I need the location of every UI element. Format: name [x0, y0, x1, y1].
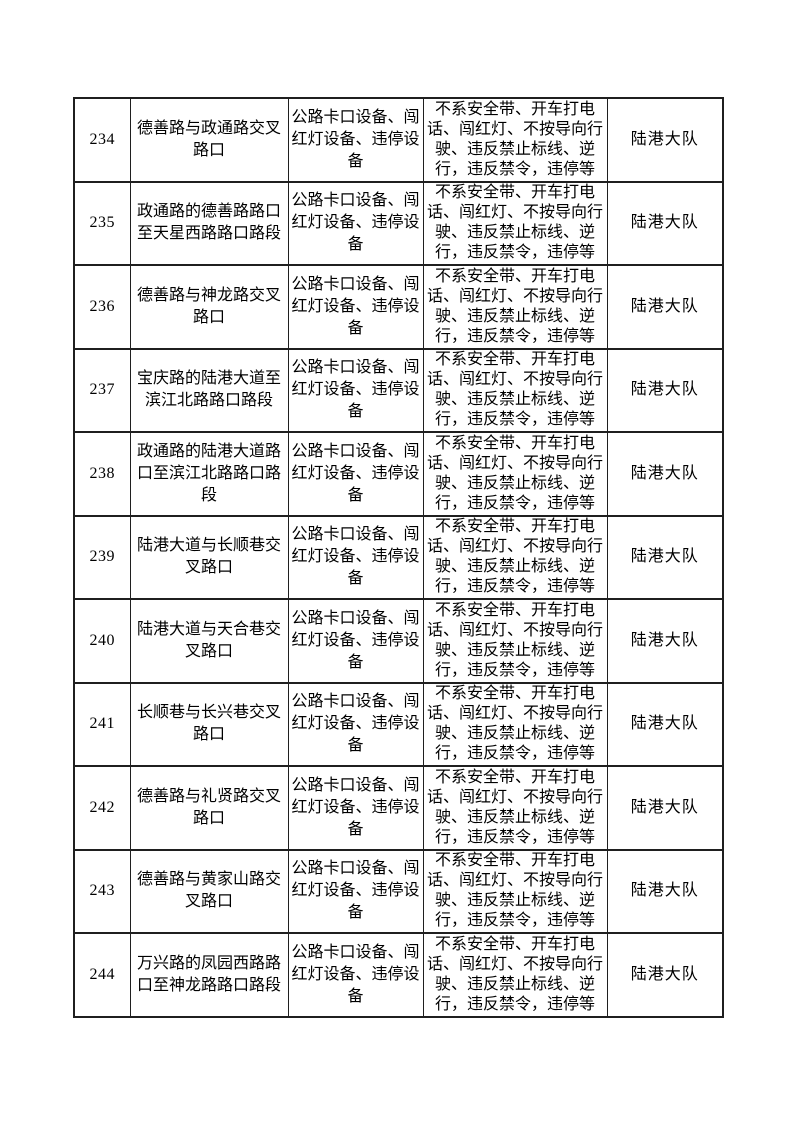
cell-location: 政通路的德善路路口至天星西路路口路段 — [129, 180, 289, 266]
cell-location: 长顺巷与长兴巷交叉路口 — [129, 681, 289, 767]
cell-location: 德善路与政通路交叉路口 — [129, 97, 289, 183]
cell-unit: 陆港大队 — [606, 681, 724, 767]
cell-equipment: 公路卡口设备、闯红灯设备、违停设备 — [287, 932, 424, 1018]
cell-unit: 陆港大队 — [606, 932, 724, 1018]
cell-violations: 不系安全带、开车打电话、闯红灯、不按导向行驶、违反禁止标线、逆行，违反禁令，违停… — [422, 932, 608, 1018]
table-row: 240 陆港大道与天合巷交叉路口 公路卡口设备、闯红灯设备、违停设备 不系安全带、开车… — [73, 598, 724, 684]
cell-violations: 不系安全带、开车打电话、闯红灯、不按导向行驶、违反禁止标线、逆行，违反禁令，违停… — [422, 848, 608, 934]
cell-location: 陆港大道与天合巷交叉路口 — [129, 598, 289, 684]
cell-location: 陆港大道与长顺巷交叉路口 — [129, 514, 289, 600]
table-body: 234 德善路与政通路交叉路口 公路卡口设备、闯红灯设备、违停设备 不系安全带、开车打… — [73, 97, 724, 1018]
cell-violations: 不系安全带、开车打电话、闯红灯、不按导向行驶、违反禁止标线、逆行，违反禁令，违停… — [422, 431, 608, 517]
cell-unit: 陆港大队 — [606, 598, 724, 684]
cell-equipment: 公路卡口设备、闯红灯设备、违停设备 — [287, 264, 424, 350]
table-row: 238 政通路的陆港大道路口至滨江北路路口路段 公路卡口设备、闯红灯设备、违停设备不… — [73, 431, 724, 517]
cell-equipment: 公路卡口设备、闯红灯设备、违停设备 — [287, 431, 424, 517]
cell-location: 政通路的陆港大道路口至滨江北路路口路段 — [129, 431, 289, 517]
cell-seq: 241 — [73, 681, 131, 767]
table-row: 243 德善路与黄家山路交叉路口 公路卡口设备、闯红灯设备、违停设备 不系安全带、开车… — [73, 848, 724, 934]
table-row: 241 长顺巷与长兴巷交叉路口 公路卡口设备、闯红灯设备、违停设备 不系安全带、开车打… — [73, 681, 724, 767]
cell-seq: 242 — [73, 765, 131, 851]
cell-unit: 陆港大队 — [606, 765, 724, 851]
table-row: 234 德善路与政通路交叉路口 公路卡口设备、闯红灯设备、违停设备 不系安全带、开车打… — [73, 97, 724, 183]
cell-seq: 243 — [73, 848, 131, 934]
cell-violations: 不系安全带、开车打电话、闯红灯、不按导向行驶、违反禁止标线、逆行，违反禁令，违停… — [422, 180, 608, 266]
cell-location: 德善路与黄家山路交叉路口 — [129, 848, 289, 934]
cell-location: 宝庆路的陆港大道至滨江北路路口路段 — [129, 347, 289, 433]
cell-location: 德善路与神龙路交叉路口 — [129, 264, 289, 350]
cell-violations: 不系安全带、开车打电话、闯红灯、不按导向行驶、违反禁止标线、逆行，违反禁令，违停… — [422, 598, 608, 684]
cell-violations: 不系安全带、开车打电话、闯红灯、不按导向行驶、违反禁止标线、逆行，违反禁令，违停… — [422, 264, 608, 350]
cell-violations: 不系安全带、开车打电话、闯红灯、不按导向行驶、违反禁止标线、逆行，违反禁令，违停… — [422, 347, 608, 433]
cell-seq: 237 — [73, 347, 131, 433]
cell-unit: 陆港大队 — [606, 347, 724, 433]
cell-equipment: 公路卡口设备、闯红灯设备、违停设备 — [287, 97, 424, 183]
cell-unit: 陆港大队 — [606, 97, 724, 183]
violation-monitoring-table: 234 德善路与政通路交叉路口 公路卡口设备、闯红灯设备、违停设备 不系安全带、开车打… — [73, 97, 724, 1018]
cell-location: 万兴路的凤园西路路口至神龙路路口路段 — [129, 932, 289, 1018]
cell-seq: 244 — [73, 932, 131, 1018]
cell-seq: 236 — [73, 264, 131, 350]
cell-seq: 238 — [73, 431, 131, 517]
cell-seq: 239 — [73, 514, 131, 600]
cell-unit: 陆港大队 — [606, 514, 724, 600]
cell-equipment: 公路卡口设备、闯红灯设备、违停设备 — [287, 765, 424, 851]
cell-seq: 240 — [73, 598, 131, 684]
cell-unit: 陆港大队 — [606, 431, 724, 517]
cell-violations: 不系安全带、开车打电话、闯红灯、不按导向行驶、违反禁止标线、逆行，违反禁令，违停… — [422, 765, 608, 851]
table-row: 235 政通路的德善路路口至天星西路路口路段 公路卡口设备、闯红灯设备、违停设备 不系… — [73, 180, 724, 266]
cell-equipment: 公路卡口设备、闯红灯设备、违停设备 — [287, 681, 424, 767]
cell-location: 德善路与礼贤路交叉路口 — [129, 765, 289, 851]
cell-equipment: 公路卡口设备、闯红灯设备、违停设备 — [287, 848, 424, 934]
cell-equipment: 公路卡口设备、闯红灯设备、违停设备 — [287, 347, 424, 433]
cell-seq: 235 — [73, 180, 131, 266]
table-row: 236 德善路与神龙路交叉路口 公路卡口设备、闯红灯设备、违停设备 不系安全带、开车打… — [73, 264, 724, 350]
cell-violations: 不系安全带、开车打电话、闯红灯、不按导向行驶、违反禁止标线、逆行，违反禁令，违停… — [422, 514, 608, 600]
table-row: 244 万兴路的凤园西路路口至神龙路路口路段 公路卡口设备、闯红灯设备、违停设备 不系… — [73, 932, 724, 1018]
cell-seq: 234 — [73, 97, 131, 183]
cell-equipment: 公路卡口设备、闯红灯设备、违停设备 — [287, 514, 424, 600]
table-row: 242 德善路与礼贤路交叉路口 公路卡口设备、闯红灯设备、违停设备 不系安全带、开车打… — [73, 765, 724, 851]
cell-equipment: 公路卡口设备、闯红灯设备、违停设备 — [287, 180, 424, 266]
cell-equipment: 公路卡口设备、闯红灯设备、违停设备 — [287, 598, 424, 684]
table-row: 237 宝庆路的陆港大道至滨江北路路口路段 公路卡口设备、闯红灯设备、违停设备 不系安… — [73, 347, 724, 433]
cell-unit: 陆港大队 — [606, 180, 724, 266]
cell-unit: 陆港大队 — [606, 848, 724, 934]
table-row: 239 陆港大道与长顺巷交叉路口 公路卡口设备、闯红灯设备、违停设备 不系安全带、开车… — [73, 514, 724, 600]
cell-violations: 不系安全带、开车打电话、闯红灯、不按导向行驶、违反禁止标线、逆行，违反禁令，违停… — [422, 97, 608, 183]
cell-unit: 陆港大队 — [606, 264, 724, 350]
cell-violations: 不系安全带、开车打电话、闯红灯、不按导向行驶、违反禁止标线、逆行，违反禁令，违停… — [422, 681, 608, 767]
